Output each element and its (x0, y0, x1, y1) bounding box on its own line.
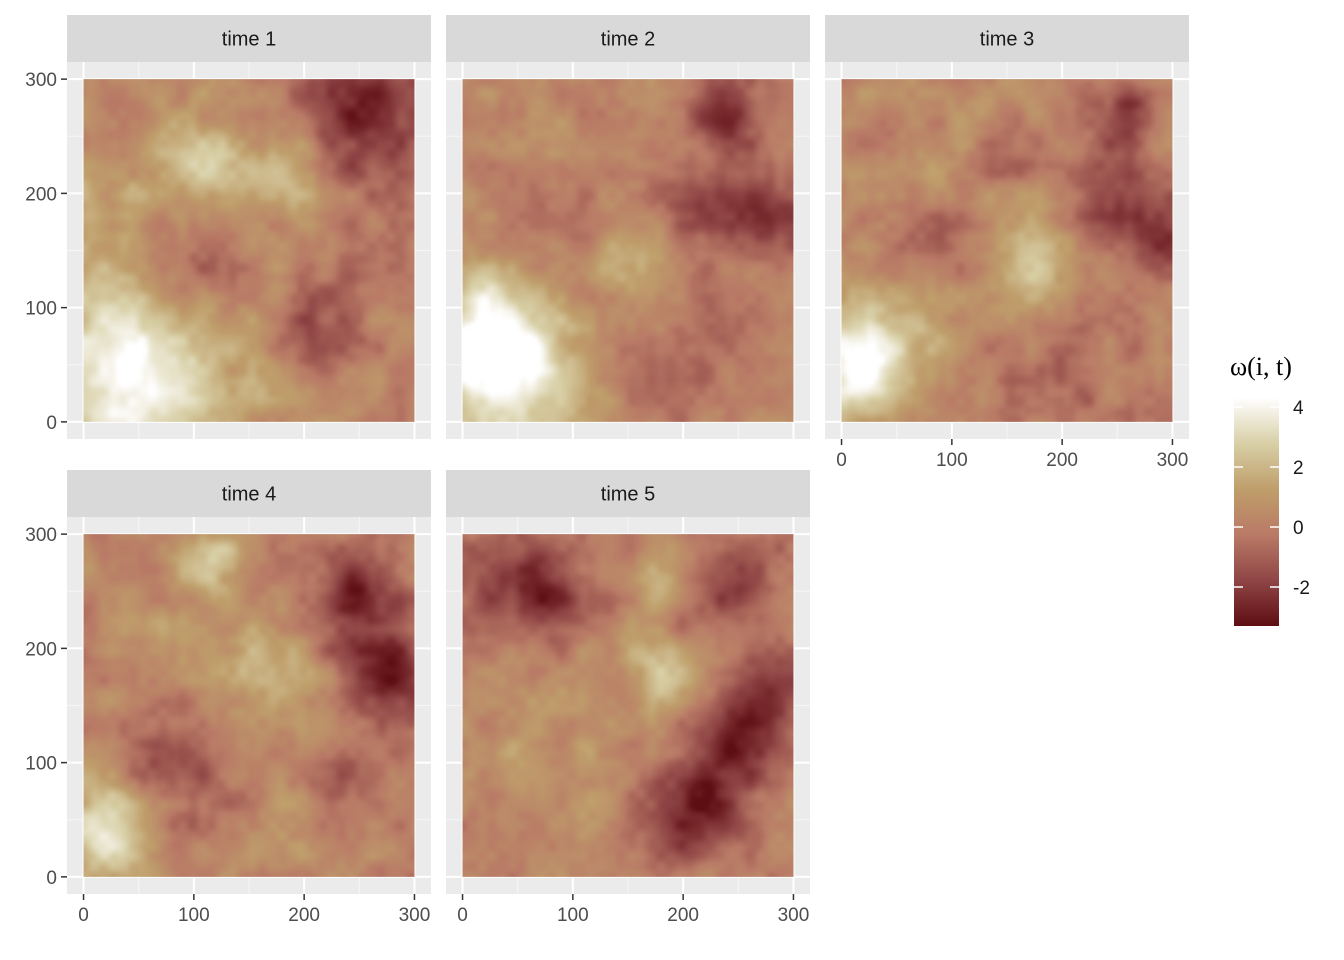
legend-tick-label: 4 (1293, 398, 1304, 419)
legend-colorbar (1234, 398, 1279, 626)
facet-strip-label: time 5 (601, 484, 655, 506)
x-tick-label: 100 (178, 905, 210, 926)
facet-strip (446, 470, 810, 517)
x-tick-label: 0 (457, 905, 468, 926)
color-legend: ω(i, t)4 2 0 -2 (1230, 352, 1310, 626)
x-tick-label: 200 (288, 905, 320, 926)
x-tick-label: 0 (78, 905, 89, 926)
facet-strip (825, 15, 1189, 62)
heatmap-field (83, 79, 415, 422)
facet-panel: time 2 (446, 15, 810, 439)
x-tick-label: 100 (936, 450, 968, 471)
y-tick-label: 100 (25, 299, 57, 320)
x-tick-label: 200 (667, 905, 699, 926)
heatmap-field (462, 79, 794, 422)
facet-strip-label: time 1 (222, 29, 276, 51)
y-tick-label: 200 (25, 639, 57, 660)
legend-title: ω(i, t) (1230, 352, 1292, 381)
facet-panel: time 5 0 100 200 300 (446, 470, 810, 926)
facet-strip (67, 15, 431, 62)
legend-tick-label: 2 (1293, 458, 1304, 479)
heatmap-field (462, 534, 794, 877)
heatmap-field (841, 79, 1173, 422)
facet-panel: time 3 0 100 200 300 (825, 15, 1189, 471)
x-tick-label: 200 (1046, 450, 1078, 471)
x-tick-label: 300 (1157, 450, 1189, 471)
y-tick-label: 300 (25, 525, 57, 546)
facet-strip (446, 15, 810, 62)
legend-tick-label: 0 (1293, 518, 1304, 539)
facet-strip-label: time 2 (601, 29, 655, 51)
legend-tick-label: -2 (1293, 578, 1310, 599)
x-tick-label: 0 (836, 450, 847, 471)
x-tick-label: 300 (778, 905, 810, 926)
facet-panel: time 4 0 100 200 300 0 100 200 300 (25, 470, 431, 926)
x-tick-label: 300 (399, 905, 431, 926)
y-tick-label: 0 (46, 868, 57, 889)
facet-strip (67, 470, 431, 517)
y-tick-label: 300 (25, 70, 57, 91)
x-tick-label: 100 (557, 905, 589, 926)
facet-strip-label: time 3 (980, 29, 1034, 51)
facet-panel: time 1 0 100 200 300 (25, 15, 431, 439)
y-tick-label: 0 (46, 413, 57, 434)
heatmap-field (83, 534, 415, 877)
facet-strip-label: time 4 (222, 484, 276, 506)
y-tick-label: 200 (25, 184, 57, 205)
y-tick-label: 100 (25, 754, 57, 775)
